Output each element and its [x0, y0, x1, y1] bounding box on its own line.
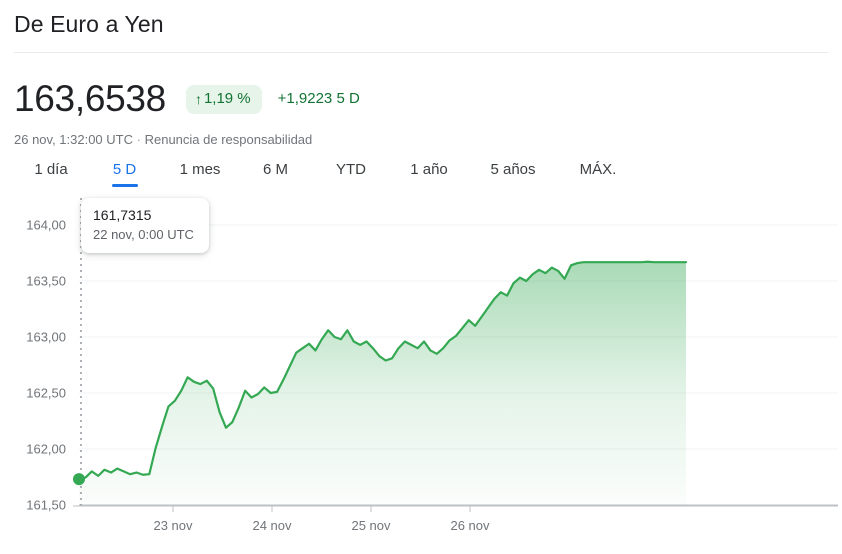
current-price: 163,6538 [14, 78, 166, 119]
page-title: De Euro a Yen [14, 11, 164, 37]
disclaimer-link[interactable]: Renuncia de responsabilidad [144, 132, 313, 147]
quote-row: 163,6538 ↑ 1,19 % +1,9223 5 D [14, 74, 360, 124]
tab-1-año[interactable]: 1 año [410, 161, 448, 178]
tab-máx[interactable]: MÁX. [579, 161, 617, 178]
header-divider [14, 52, 828, 53]
quote-timestamp-row: 26 nov, 1:32:00 UTC · Renuncia de respon… [14, 131, 312, 149]
tab-1-día[interactable]: 1 día [34, 161, 68, 178]
chart-tooltip: 161,7315 22 nov, 0:00 UTC [81, 198, 209, 253]
tooltip-value: 161,7315 [93, 207, 152, 223]
tab-ytd[interactable]: YTD [336, 161, 366, 178]
y-axis-tick-label: 163,50 [26, 274, 66, 289]
tab-5-d[interactable]: 5 D [88, 160, 161, 187]
y-axis-tick-label: 162,50 [26, 386, 66, 401]
arrow-up-icon: ↑ [194, 90, 202, 107]
chart-area-fill [79, 261, 686, 506]
change-percent-badge: ↑ 1,19 % [185, 84, 262, 114]
y-axis-tick-label: 161,50 [26, 498, 66, 513]
x-axis-tick-label: 23 nov [153, 518, 193, 533]
change-absolute-value: +1,9223 5 D [277, 90, 360, 107]
change-percent-value: 1,19 % [203, 89, 251, 107]
tab-5-años[interactable]: 5 años [490, 161, 536, 178]
quote-timestamp: 26 nov, 1:32:00 UTC [14, 132, 133, 147]
tooltip-time: 22 nov, 0:00 UTC [93, 227, 194, 242]
y-axis-tick-label: 164,00 [26, 218, 66, 233]
y-axis-tick-label: 163,00 [26, 330, 66, 345]
chart-line [77, 260, 688, 481]
x-axis-tick-label: 24 nov [252, 518, 292, 533]
x-axis-tick-label: 25 nov [351, 518, 391, 533]
chart-marker-dot [73, 473, 85, 486]
y-axis-tick-label: 162,00 [26, 442, 66, 457]
x-axis-tick-label: 26 nov [450, 518, 490, 533]
price-chart[interactable]: 161,50 162,00 162,50 163,00 163,50 164,00 23 n… [0, 198, 842, 554]
price-chart-svg[interactable]: 161,50 162,00 162,50 163,00 163,50 164,00 23 n… [0, 198, 842, 554]
range-tabs[interactable]: 1 día 5 D 1 mes 6 M YTD 1 año 5 años MÁX. [14, 160, 638, 192]
tab-1-mes[interactable]: 1 mes [179, 161, 221, 178]
tab-6-m[interactable]: 6 M [262, 161, 288, 178]
timestamp-separator: · [136, 132, 141, 147]
